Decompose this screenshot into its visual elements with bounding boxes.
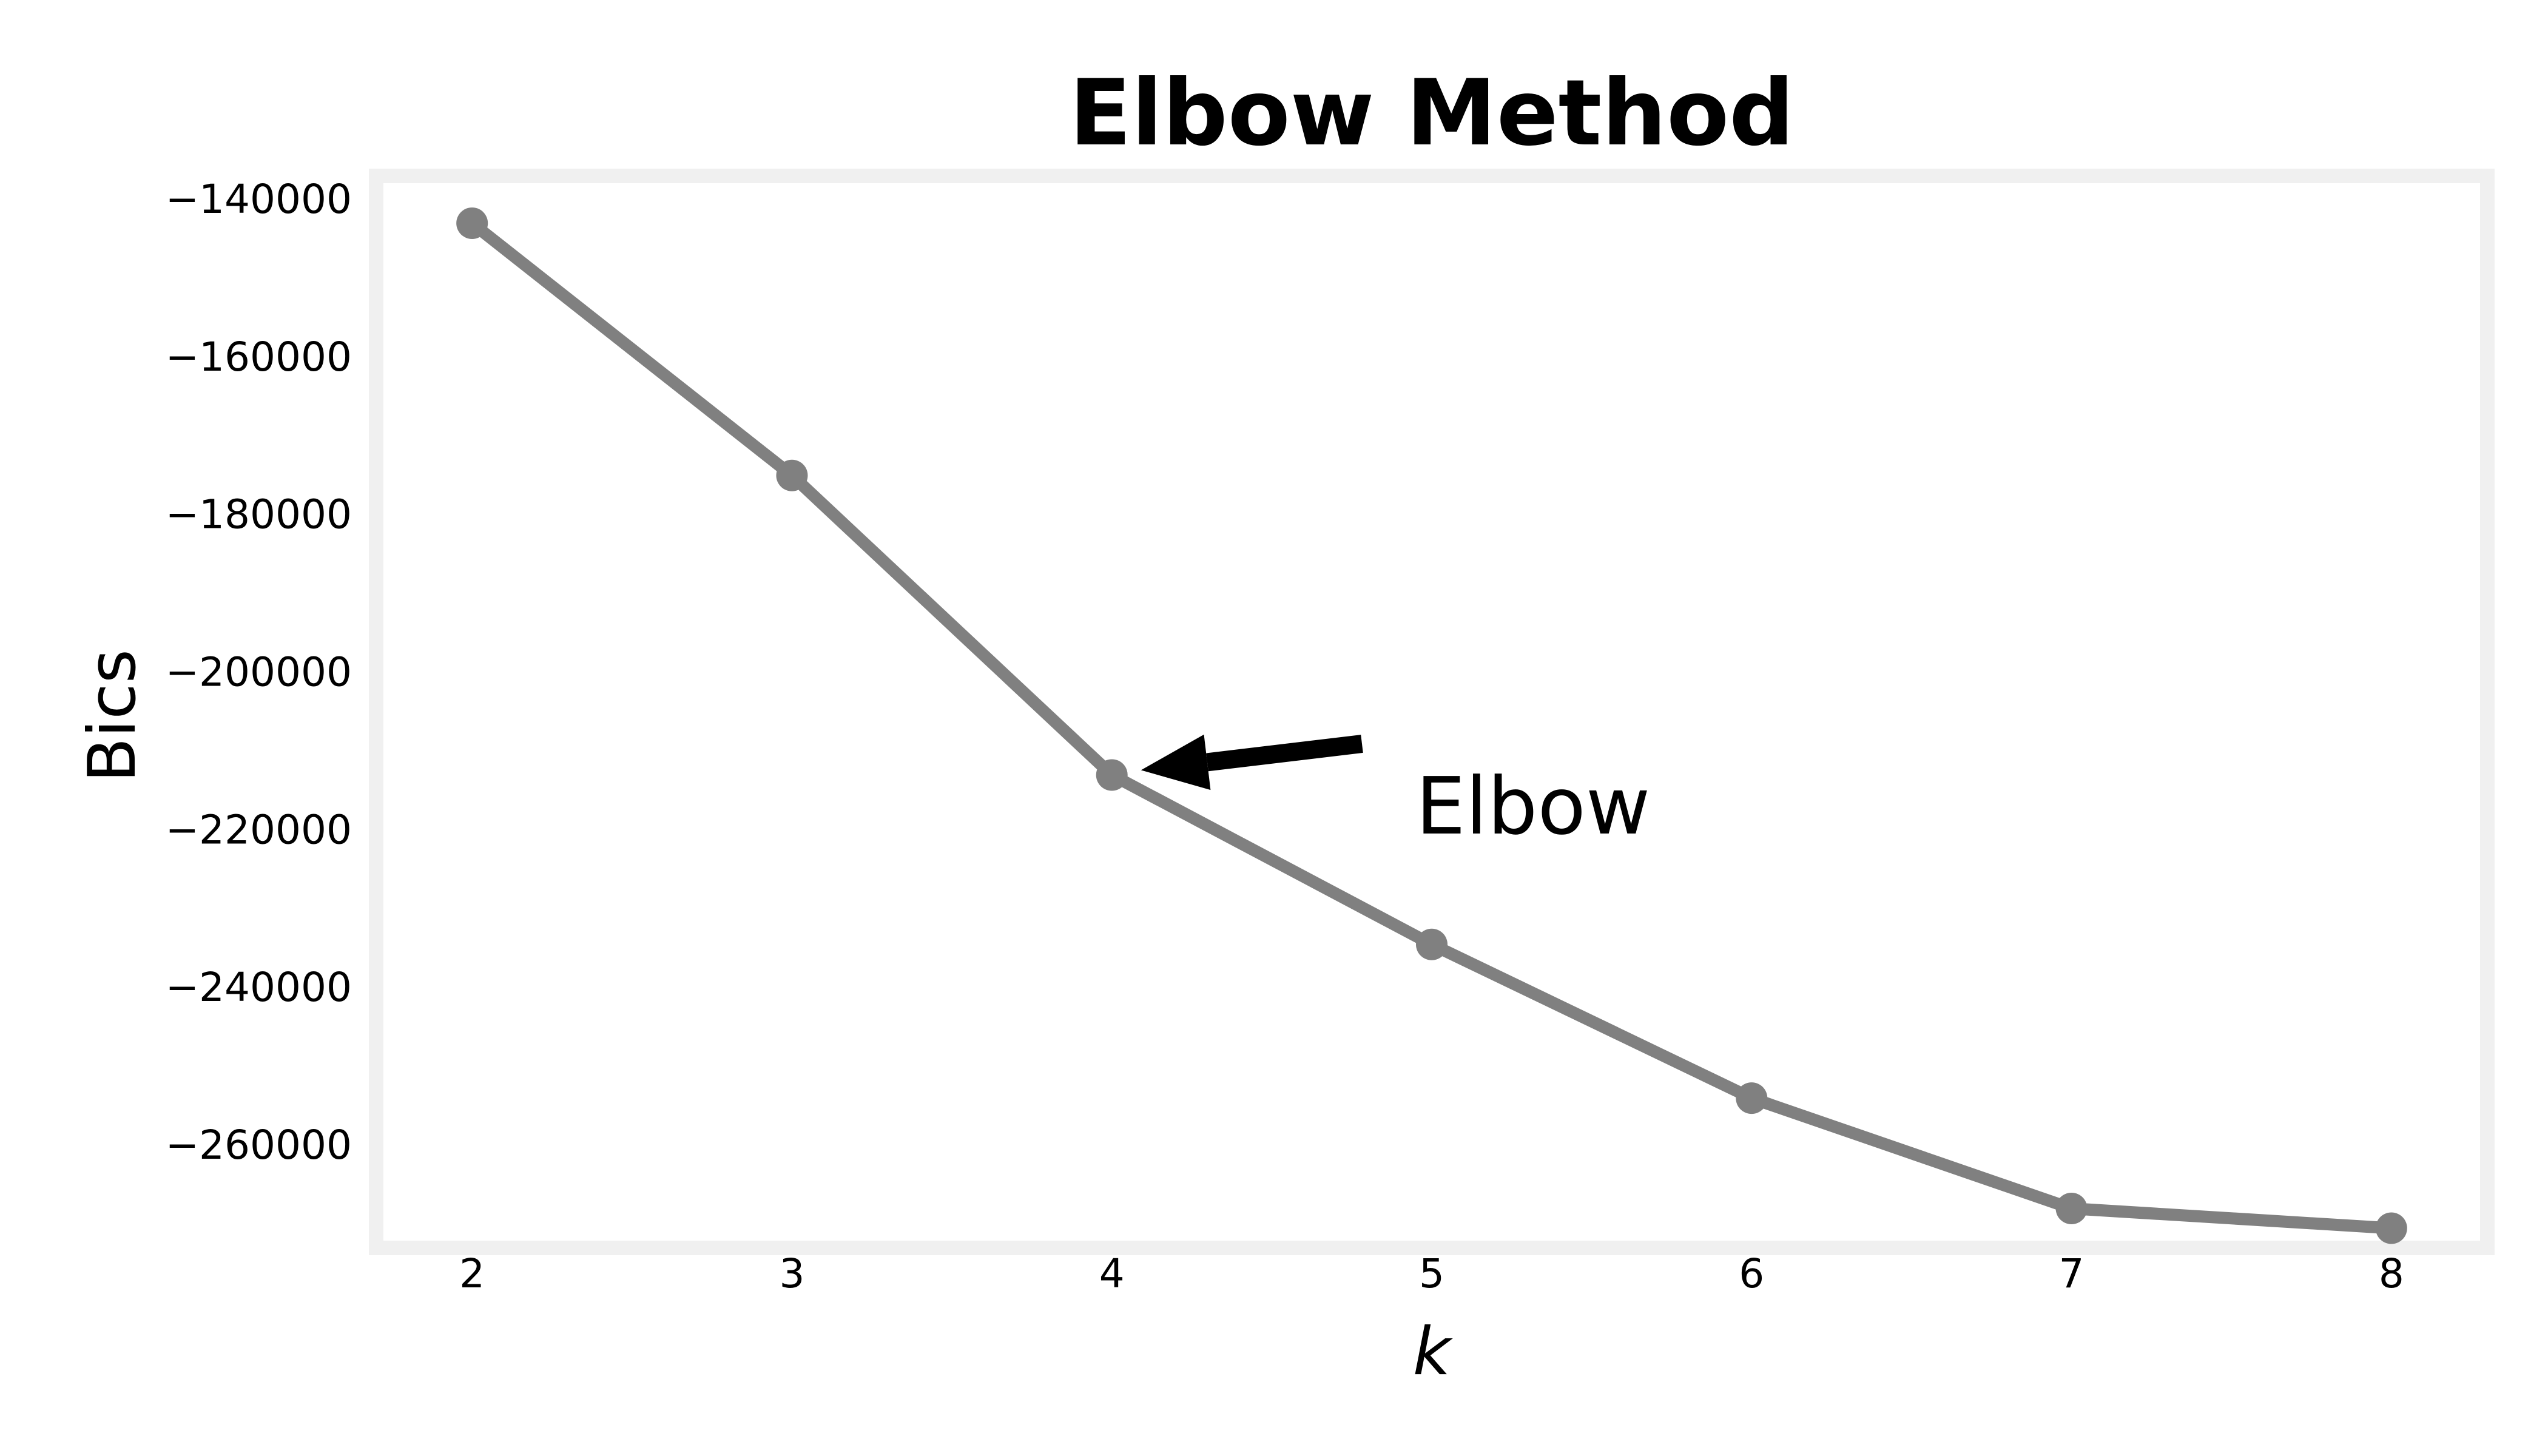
y-tick-label: −220000	[166, 806, 352, 853]
x-tick-label: 8	[2379, 1250, 2404, 1297]
y-tick-label: −260000	[166, 1122, 352, 1168]
data-point	[776, 460, 807, 491]
y-tick-label: −180000	[166, 491, 352, 538]
y-tick-label: −160000	[166, 334, 352, 380]
data-point	[1416, 929, 1448, 960]
x-tick-label: 6	[1739, 1250, 1764, 1297]
x-tick-label: 5	[1419, 1250, 1444, 1297]
elbow-annotation-label: Elbow	[1416, 760, 1651, 852]
data-point	[2056, 1193, 2088, 1224]
y-tick-label: −200000	[166, 649, 352, 696]
data-point	[456, 207, 488, 239]
x-tick-label: 4	[1099, 1250, 1125, 1297]
y-tick-label: −140000	[166, 176, 352, 223]
x-axis-label: k	[1413, 1314, 1454, 1390]
plot-frame	[376, 176, 2487, 1248]
x-tick-label: 3	[779, 1250, 804, 1297]
chart-title: Elbow Method	[1069, 61, 1794, 166]
data-point	[1736, 1082, 1767, 1114]
data-point	[2376, 1213, 2407, 1244]
x-tick-label: 7	[2059, 1250, 2085, 1297]
x-tick-label: 2	[459, 1250, 485, 1297]
y-tick-label: −240000	[166, 964, 352, 1011]
data-point	[1096, 759, 1128, 790]
y-axis-label: Bics	[75, 649, 150, 783]
